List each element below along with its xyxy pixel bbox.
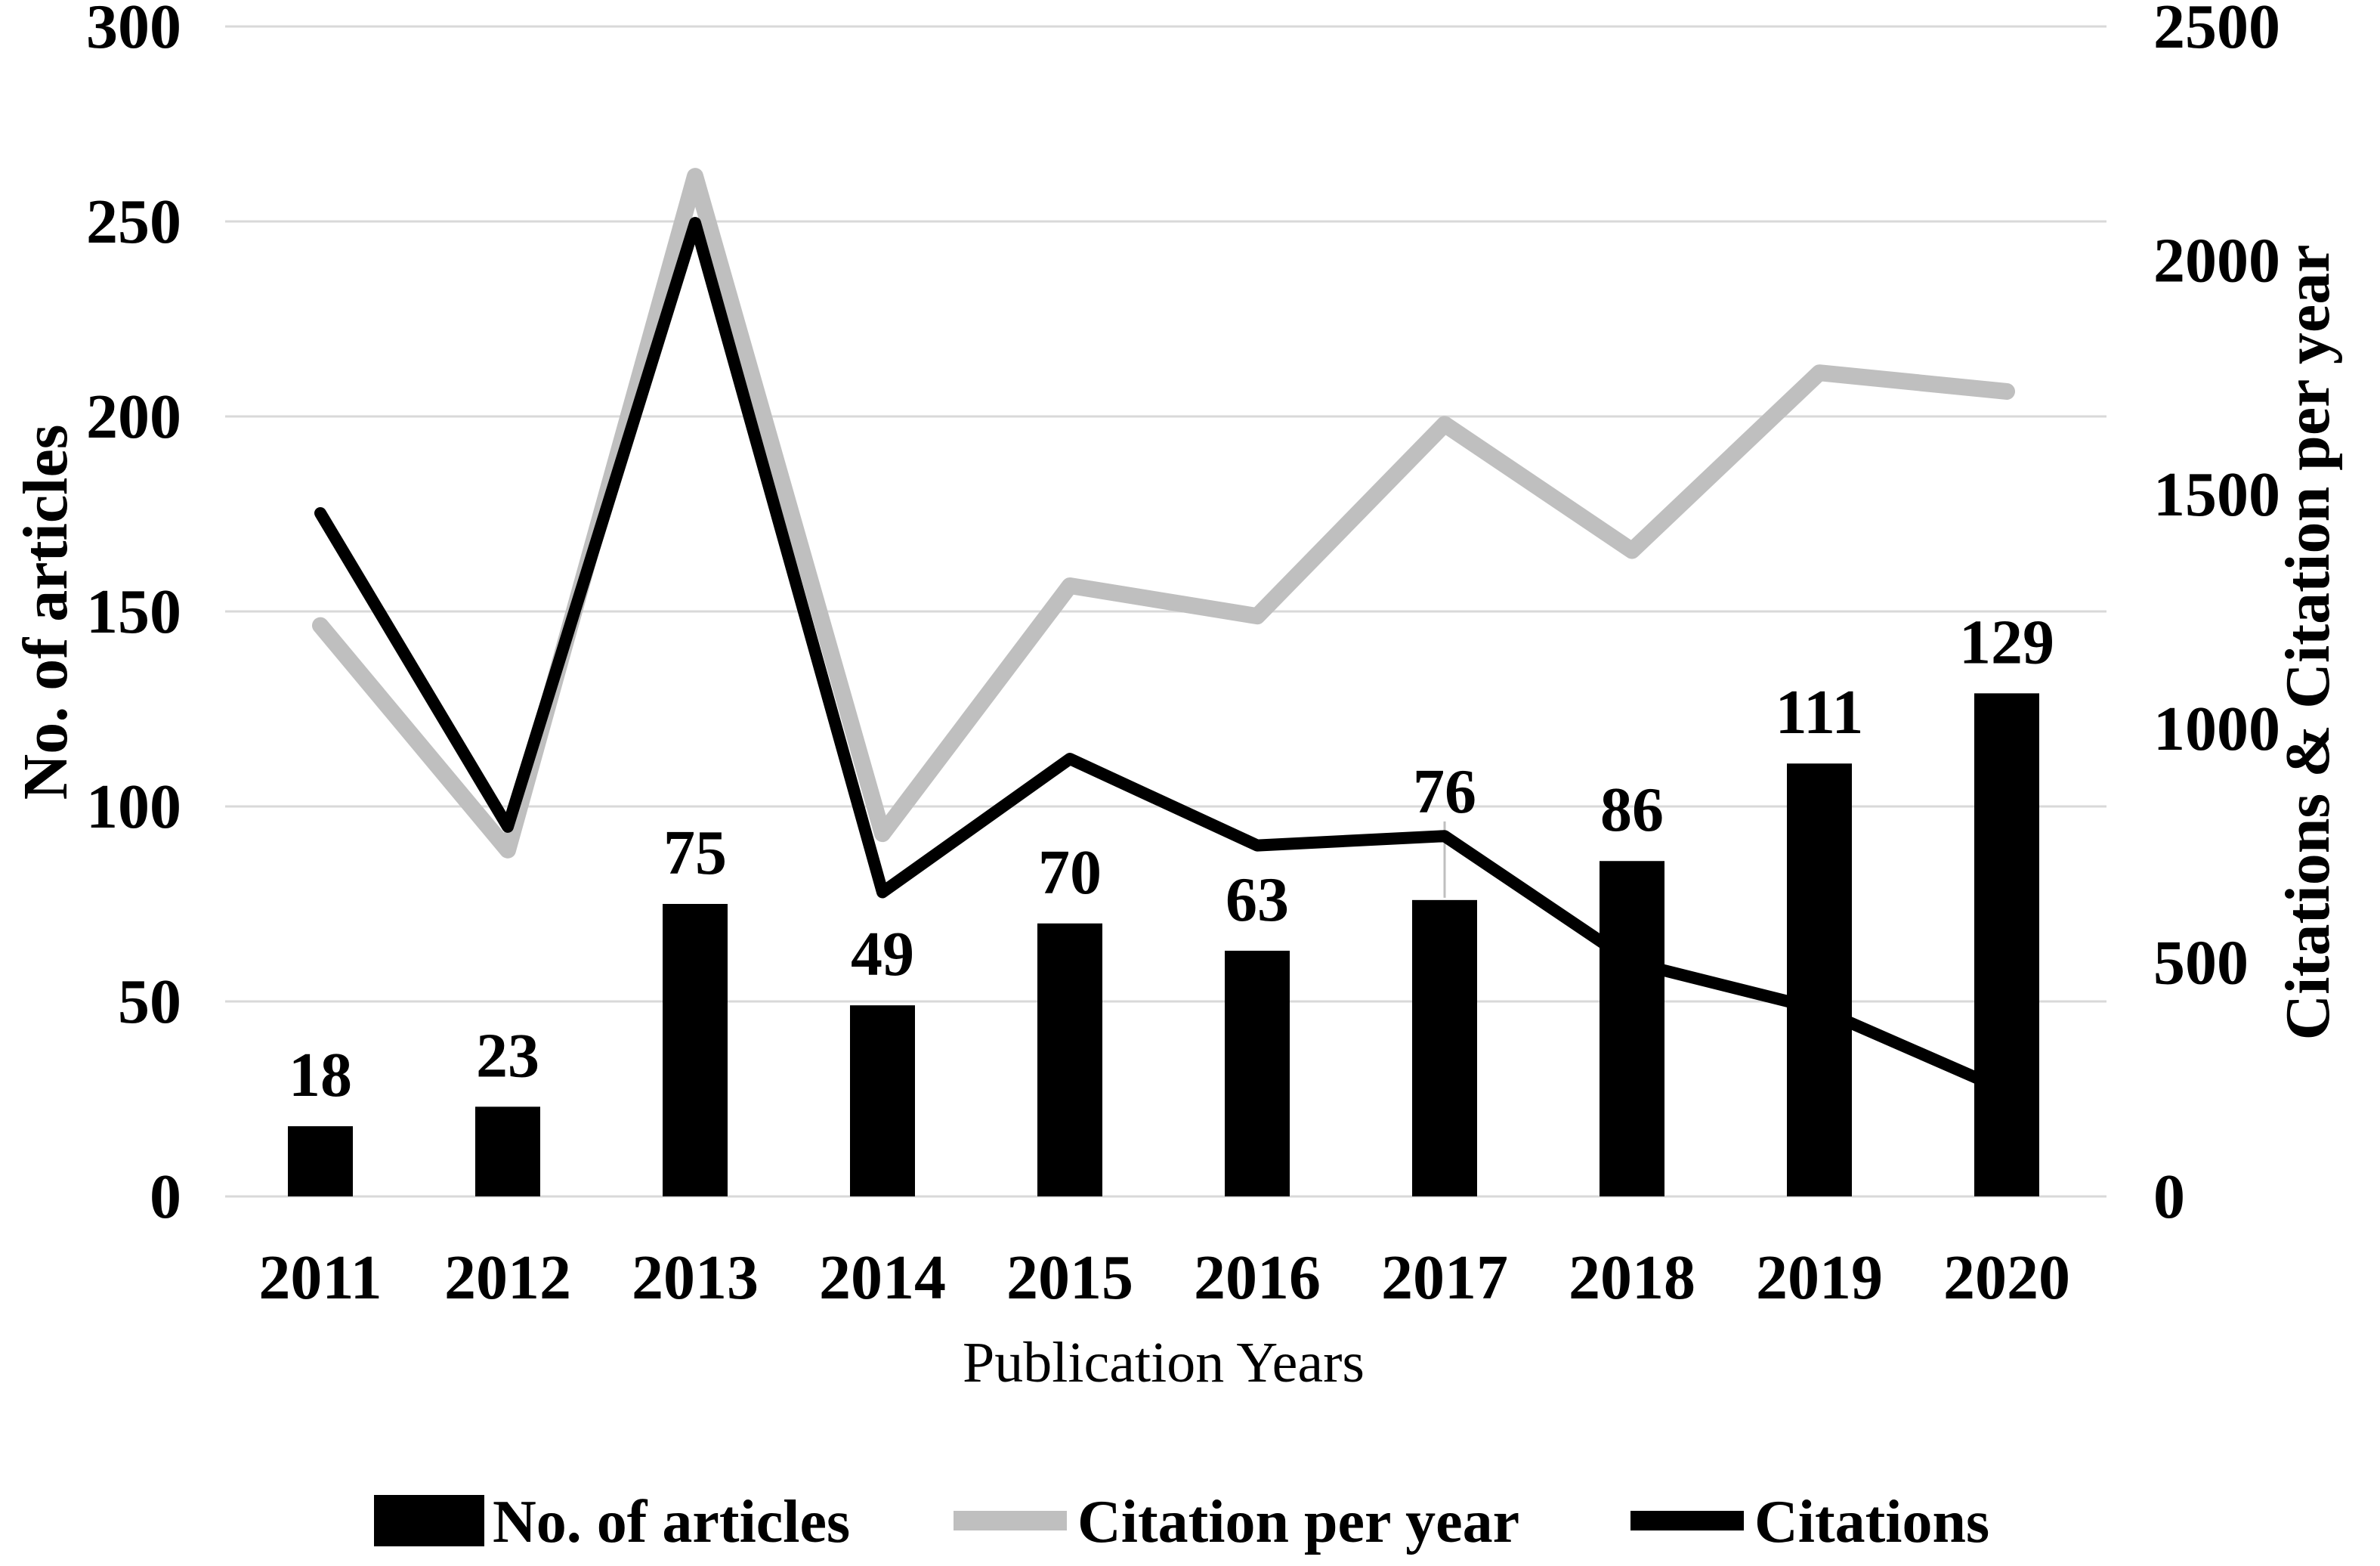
right-axis-tick: 2500 <box>2153 0 2280 62</box>
bar-2020[interactable] <box>1974 693 2039 1196</box>
x-axis-tick-2017: 2017 <box>1381 1243 1508 1313</box>
bar-2016[interactable] <box>1225 950 1290 1196</box>
right-axis-tick: 1000 <box>2153 694 2280 764</box>
x-axis-tick-2014: 2014 <box>819 1243 946 1313</box>
legend-label-citation-per-year[interactable]: Citation per year <box>1077 1489 1519 1555</box>
x-axis-tick-2019: 2019 <box>1756 1243 1883 1313</box>
bar-label-2018: 86 <box>1600 775 1664 845</box>
bar-series-no-of-articles <box>288 693 2039 1196</box>
bar-2019[interactable] <box>1787 763 1852 1196</box>
bar-2018[interactable] <box>1600 861 1664 1196</box>
line-citations[interactable] <box>314 217 2013 1097</box>
line-series-layer <box>312 168 2015 1097</box>
bar-2015[interactable] <box>1037 923 1102 1196</box>
bar-label-2016: 63 <box>1226 865 1289 935</box>
left-axis-tick-labels: 0 50 100 150 200 250 300 <box>86 0 181 1232</box>
x-axis-tick-2013: 2013 <box>632 1243 759 1313</box>
left-axis-tick: 50 <box>118 967 181 1037</box>
right-axis-tick: 500 <box>2153 927 2249 998</box>
right-axis-tick: 0 <box>2153 1162 2185 1232</box>
x-axis-tick-2016: 2016 <box>1194 1243 1321 1313</box>
x-axis-title: Publication Years <box>963 1331 1365 1394</box>
x-axis-tick-2012: 2012 <box>444 1243 571 1313</box>
right-axis-tick-labels: 0 500 1000 1500 2000 2500 <box>2153 0 2280 1232</box>
bar-2012[interactable] <box>475 1106 540 1196</box>
x-axis-tick-labels: 2011 2012 2013 2014 2015 2016 2017 2018 2019 2020 <box>258 1243 2070 1313</box>
right-axis-title: Citations & Citation per year <box>2273 245 2343 1041</box>
left-axis-tick: 200 <box>86 382 181 452</box>
bar-label-2011: 18 <box>289 1040 352 1110</box>
bar-label-2013: 75 <box>663 818 727 888</box>
left-axis-tick: 0 <box>150 1162 181 1232</box>
bar-value-labels: 18 23 75 49 70 63 76 86 111 129 <box>289 607 2054 1110</box>
x-axis-tick-2020: 2020 <box>1943 1243 2070 1313</box>
bar-label-2017: 76 <box>1413 757 1476 827</box>
legend-swatch-no-of-articles[interactable] <box>374 1495 484 1546</box>
line-citation-per-year[interactable] <box>312 168 2015 859</box>
left-axis-tick: 150 <box>86 577 181 647</box>
x-axis-tick-2015: 2015 <box>1006 1243 1133 1313</box>
bar-label-2019: 111 <box>1776 677 1864 747</box>
bar-label-2012: 23 <box>476 1020 539 1091</box>
legend-label-no-of-articles[interactable]: No. of articles <box>493 1489 850 1555</box>
bar-2017[interactable] <box>1412 899 1477 1196</box>
legend-label-citations[interactable]: Citations <box>1754 1489 1989 1555</box>
right-axis-tick: 2000 <box>2153 226 2280 296</box>
left-axis-title: No. of articles <box>11 425 81 800</box>
bar-2011[interactable] <box>288 1126 353 1196</box>
left-axis-tick: 250 <box>86 187 181 257</box>
bar-2013[interactable] <box>663 904 728 1196</box>
legend: No. of articles Citation per year Citati… <box>374 1489 1989 1555</box>
x-axis-tick-2018: 2018 <box>1569 1243 1695 1313</box>
left-axis-tick: 300 <box>86 0 181 62</box>
bar-label-2020: 129 <box>1959 607 2054 677</box>
bar-label-2014: 49 <box>851 919 914 989</box>
x-axis-tick-2011: 2011 <box>258 1243 382 1313</box>
bar-2014[interactable] <box>850 1005 915 1196</box>
right-axis-tick: 1500 <box>2153 460 2280 530</box>
left-axis-tick: 100 <box>86 772 181 842</box>
bar-label-2015: 70 <box>1038 837 1102 908</box>
